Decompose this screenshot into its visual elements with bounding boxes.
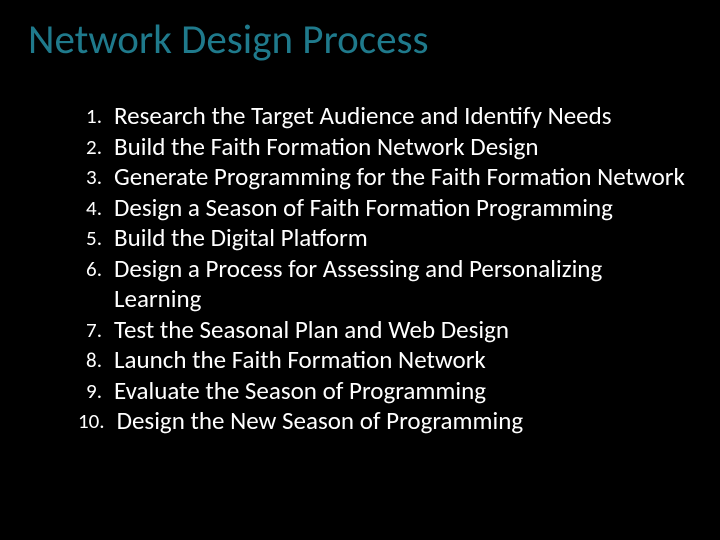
list-item: 7. Test the Seasonal Plan and Web Design [78, 315, 692, 346]
item-number: 9. [78, 376, 114, 405]
item-number: 10. [78, 406, 117, 435]
item-text: Design a Season of Faith Formation Progr… [114, 193, 692, 224]
list-item: 10. Design the New Season of Programming [78, 406, 692, 437]
slide-title: Network Design Process [28, 18, 692, 63]
item-text: Research the Target Audience and Identif… [114, 101, 692, 132]
item-number: 6. [78, 254, 114, 283]
item-text: Design the New Season of Programming [117, 406, 692, 437]
item-number: 4. [78, 193, 114, 222]
item-number: 2. [78, 132, 114, 161]
item-text: Evaluate the Season of Programming [114, 376, 692, 407]
item-number: 8. [78, 345, 114, 374]
item-text: Test the Seasonal Plan and Web Design [114, 315, 692, 346]
item-text: Launch the Faith Formation Network [114, 345, 692, 376]
list-item: 5. Build the Digital Platform [78, 223, 692, 254]
item-number: 5. [78, 223, 114, 252]
list-item: 6. Design a Process for Assessing and Pe… [78, 254, 692, 315]
item-number: 1. [78, 101, 114, 130]
item-number: 7. [78, 315, 114, 344]
list-item: 8. Launch the Faith Formation Network [78, 345, 692, 376]
process-list: 1. Research the Target Audience and Iden… [28, 101, 692, 437]
item-number: 3. [78, 162, 114, 191]
list-item: 2. Build the Faith Formation Network Des… [78, 132, 692, 163]
item-text: Design a Process for Assessing and Perso… [114, 254, 692, 315]
list-item: 4. Design a Season of Faith Formation Pr… [78, 193, 692, 224]
slide: Network Design Process 1. Research the T… [0, 0, 720, 540]
list-item: 3. Generate Programming for the Faith Fo… [78, 162, 692, 193]
list-item: 9. Evaluate the Season of Programming [78, 376, 692, 407]
item-text: Build the Faith Formation Network Design [114, 132, 692, 163]
item-text: Build the Digital Platform [114, 223, 692, 254]
list-item: 1. Research the Target Audience and Iden… [78, 101, 692, 132]
item-text: Generate Programming for the Faith Forma… [114, 162, 692, 193]
